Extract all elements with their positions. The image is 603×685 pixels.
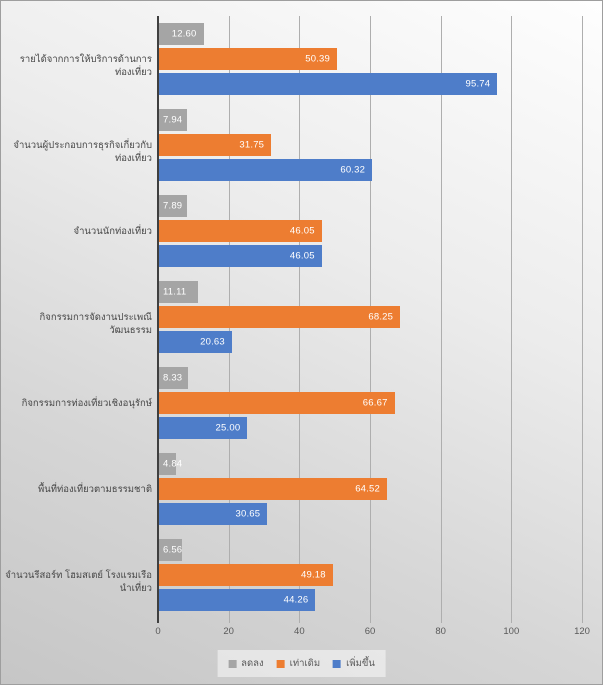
legend-swatch-icon xyxy=(276,659,285,668)
bar-เพิ่มขึ้น: 46.05 xyxy=(159,245,322,267)
category-label: รายได้จากการให้บริการด้านการท่องเที่ยว xyxy=(19,53,152,78)
gridline xyxy=(440,16,442,623)
bar-เพิ่มขึ้น: 60.32 xyxy=(159,159,373,181)
legend-item-เท่าเดิม: เท่าเดิม xyxy=(276,656,321,671)
x-tick-label: 20 xyxy=(223,626,234,637)
bar-เท่าเดิม: 64.52 xyxy=(159,478,387,500)
bar-value-label: 46.05 xyxy=(289,250,315,262)
gridline xyxy=(511,16,513,623)
x-tick-label: 60 xyxy=(364,626,376,637)
bar-ลดลง: 4.84 xyxy=(159,453,182,475)
bar-value-label: 30.65 xyxy=(235,508,261,520)
legend-swatch-icon xyxy=(333,659,342,668)
x-tick-label: 100 xyxy=(503,626,520,637)
bar-value-label: 68.25 xyxy=(368,311,394,323)
bar-เท่าเดิม: 46.05 xyxy=(159,220,322,242)
bar-ลดลง: 11.11 xyxy=(159,281,199,303)
bar-เท่าเดิม: 66.67 xyxy=(159,392,395,414)
category-label: จำนวนรีสอร์ท โฮมสเตย์ โรงแรมเรือนำเที่ยว xyxy=(5,569,152,594)
bar-เพิ่มขึ้น: 25.00 xyxy=(159,417,248,439)
bar-ลดลง: 12.60 xyxy=(159,23,204,45)
bar-ลดลง: 7.94 xyxy=(159,109,188,131)
bar-เท่าเดิม: 50.39 xyxy=(159,48,338,70)
bar-value-label: 66.67 xyxy=(362,397,388,409)
x-tick-label: 80 xyxy=(435,626,446,637)
bar-value-label: 4.84 xyxy=(163,458,183,470)
bar-เพิ่มขึ้น: 30.65 xyxy=(159,503,268,525)
bar-เพิ่มขึ้น: 44.26 xyxy=(159,589,316,611)
x-tick-label: 120 xyxy=(574,626,590,637)
bar-value-label: 11.11 xyxy=(163,286,187,298)
legend-label: ลดลง xyxy=(241,658,264,669)
bar-เพิ่มขึ้น: 20.63 xyxy=(159,331,232,353)
bar-ลดลง: 7.89 xyxy=(159,195,187,217)
bar-value-label: 25.00 xyxy=(215,422,241,434)
bar-value-label: 7.94 xyxy=(163,114,183,126)
bar-value-label: 44.26 xyxy=(283,594,309,606)
bar-value-label: 64.52 xyxy=(355,483,380,495)
bar-ลดลง: 6.56 xyxy=(159,539,183,561)
bar-value-label: 50.39 xyxy=(305,53,331,65)
bar-value-label: 20.63 xyxy=(200,336,225,348)
x-tick-label: 0 xyxy=(155,626,161,637)
x-tick-label: 40 xyxy=(294,626,305,637)
bar-เท่าเดิม: 68.25 xyxy=(159,306,401,328)
bar-เพิ่มขึ้น: 95.74 xyxy=(159,73,498,95)
legend-swatch-icon xyxy=(228,659,237,668)
bar-value-label: 12.60 xyxy=(171,28,197,40)
category-label: จำนวนผู้ประกอบการธุรกิจเกี่ยวกับท่องเที่… xyxy=(13,139,152,164)
legend: ลดลง เท่าเดิม เพิ่มขึ้น xyxy=(217,650,386,677)
legend-item-ลดลง: ลดลง xyxy=(228,656,264,671)
bar-value-label: 7.89 xyxy=(163,200,183,212)
category-label: พื้นที่ท่องเที่ยวตามธรรมชาติ xyxy=(37,483,152,495)
bar-value-label: 49.18 xyxy=(300,569,326,581)
category-label: จำนวนนักท่องเที่ยว xyxy=(73,225,153,237)
bar-value-label: 95.74 xyxy=(465,78,491,90)
bar-value-label: 8.33 xyxy=(163,372,183,384)
bar-value-label: 46.05 xyxy=(289,225,315,237)
legend-item-เพิ่มขึ้น: เพิ่มขึ้น xyxy=(333,656,375,671)
legend-label: เท่าเดิม xyxy=(289,658,321,669)
bar-value-label: 31.75 xyxy=(239,139,265,151)
y-axis-line xyxy=(157,16,159,623)
bar-เท่าเดิม: 49.18 xyxy=(159,564,333,586)
bar-value-label: 60.32 xyxy=(340,164,366,176)
category-label: กิจกรรมการท่องเที่ยวเชิงอนุรักษ์ xyxy=(21,397,152,409)
bar-value-label: 6.56 xyxy=(163,544,183,556)
bar-ลดลง: 8.33 xyxy=(159,367,189,389)
gridline xyxy=(582,16,583,623)
bar-เท่าเดิม: 31.75 xyxy=(159,134,272,156)
category-label: กิจกรรมการจัดงานประเพณีวัฒนธรรม xyxy=(39,311,153,336)
legend-label: เพิ่มขึ้น xyxy=(346,658,375,669)
